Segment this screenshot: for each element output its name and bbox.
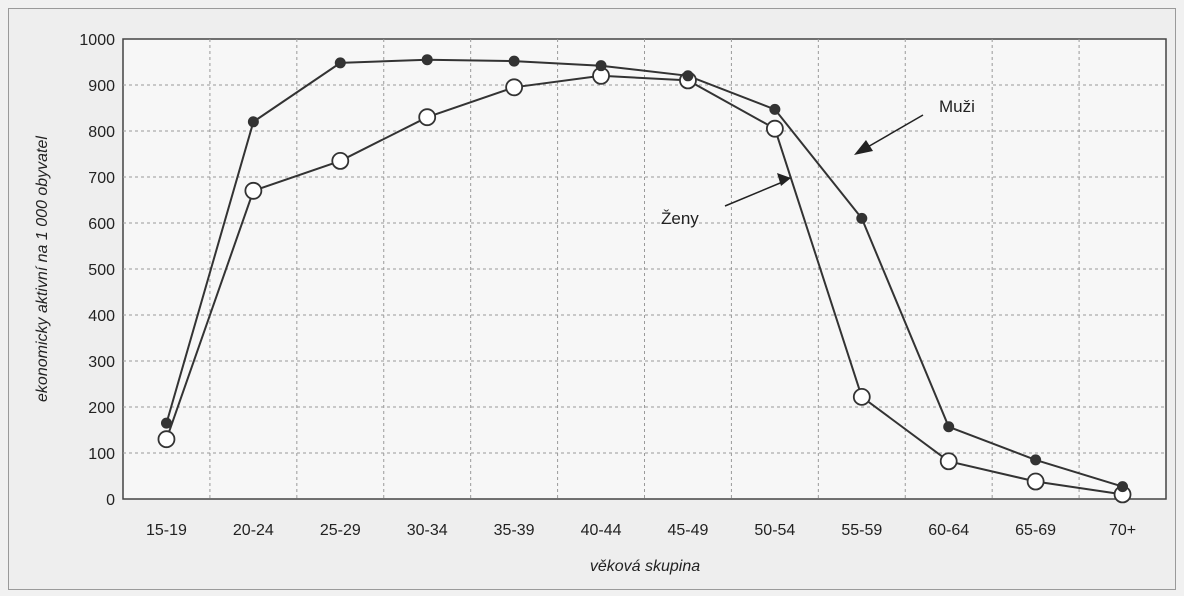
annotation-muzi-arrowhead: [854, 140, 873, 155]
data-point: [1117, 481, 1129, 493]
annotation-zeny: Ženy: [661, 209, 699, 228]
y-tick-label: 900: [88, 78, 115, 95]
x-axis-title: věková skupina: [590, 558, 700, 575]
x-tick-label: 35-39: [494, 522, 535, 539]
x-tick-label: 40-44: [581, 522, 622, 539]
data-point: [769, 103, 781, 115]
data-point: [1030, 454, 1042, 466]
y-tick-label: 700: [88, 170, 115, 187]
y-tick-label: 400: [88, 308, 115, 325]
y-axis-title: ekonomicky aktivní na 1 000 obyvatel: [34, 136, 51, 402]
x-tick-label: 30-34: [407, 522, 448, 539]
series-points: [157, 54, 1132, 504]
annotation-zeny-arrow: [724, 180, 786, 207]
y-tick-label: 0: [106, 492, 115, 509]
x-tick-label: 50-54: [754, 522, 795, 539]
annotation-muzi: Muži: [939, 97, 975, 116]
series-line: [165, 58, 1123, 488]
data-point: [595, 60, 607, 72]
y-tick-label: 800: [88, 124, 115, 141]
data-point: [508, 55, 520, 67]
data-point: [421, 54, 433, 66]
line-chart: 0 100 200 300 400 500 600 700 800 900 1000 15-19 20…: [34, 32, 1167, 575]
y-tick-label: 200: [88, 400, 115, 417]
x-tick-label: 60-64: [928, 522, 969, 539]
data-point: [852, 387, 871, 406]
data-point: [682, 70, 694, 82]
x-tick-label: 55-59: [841, 522, 882, 539]
y-tick-labels: 0 100 200 300 400 500 600 700 800 900 1000: [79, 32, 115, 509]
data-point: [331, 151, 350, 170]
data-point: [943, 421, 955, 433]
x-tick-label: 70+: [1109, 522, 1136, 539]
data-point: [418, 108, 437, 127]
y-tick-label: 100: [88, 446, 115, 463]
data-point: [505, 78, 524, 97]
data-point: [160, 417, 172, 429]
chart-frame: 0 100 200 300 400 500 600 700 800 900 1000 15-19 20…: [8, 8, 1176, 590]
x-tick-label: 65-69: [1015, 522, 1056, 539]
data-point: [939, 452, 958, 471]
annotation-zeny-arrowhead: [777, 173, 791, 186]
y-tick-label: 600: [88, 216, 115, 233]
data-point: [244, 181, 263, 200]
data-point: [856, 212, 868, 224]
data-point: [765, 119, 784, 138]
y-tick-label: 300: [88, 354, 115, 371]
x-tick-label: 15-19: [146, 522, 187, 539]
y-tick-label: 1000: [79, 32, 115, 49]
y-tick-label: 500: [88, 262, 115, 279]
data-point: [1026, 472, 1045, 491]
series-line: [165, 74, 1123, 496]
x-tick-label: 45-49: [667, 522, 708, 539]
data-point: [334, 57, 346, 69]
x-tick-label: 25-29: [320, 522, 361, 539]
x-tick-labels: 15-19 20-24 25-29 30-34 35-39 40-44 45-49 50-54…: [146, 522, 1136, 539]
data-point: [247, 116, 259, 128]
data-point: [157, 430, 176, 449]
series-lines: [165, 58, 1123, 496]
x-tick-label: 20-24: [233, 522, 274, 539]
